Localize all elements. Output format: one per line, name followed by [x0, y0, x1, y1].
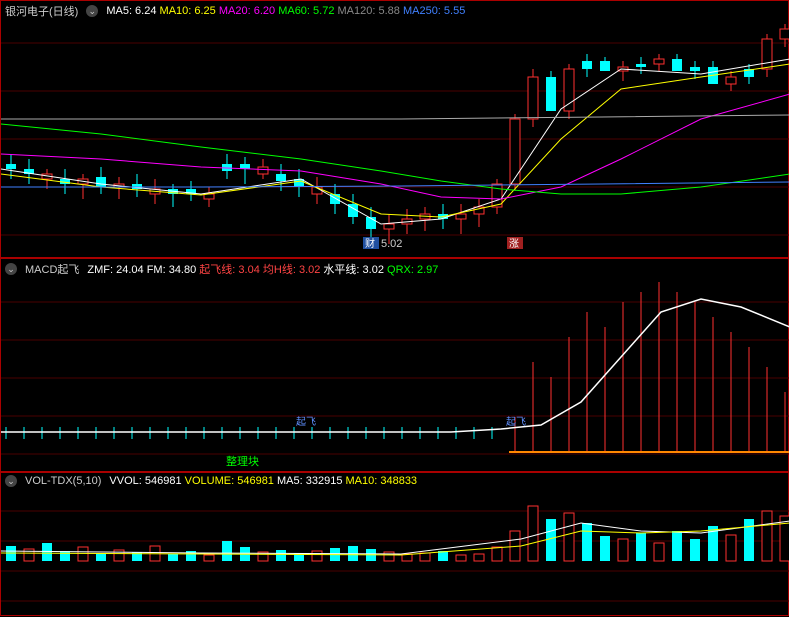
vol-label: VVOL: 546981 — [109, 475, 181, 487]
ma-label: MA20: 6.20 — [219, 5, 275, 17]
macd-chart-area[interactable]: 整理块 起飞 起飞 — [1, 277, 788, 471]
volume-header: ⌄ VOL-TDX(5,10) VVOL: 546981 VOLUME: 546… — [1, 473, 788, 489]
svg-text:财: 财 — [365, 237, 375, 250]
stock-title: 银河电子(日线) — [5, 3, 78, 19]
dropdown-icon[interactable]: ⌄ — [86, 5, 98, 17]
ma-label: MA60: 5.72 — [278, 5, 334, 17]
ma-label: MA10: 6.25 — [160, 5, 216, 17]
macd-label: 水平线: 3.02 — [323, 264, 384, 276]
volume-panel: ⌄ VOL-TDX(5,10) VVOL: 546981 VOLUME: 546… — [0, 472, 789, 616]
ma-label: MA5: 6.24 — [106, 5, 156, 17]
vol-title: VOL-TDX(5,10) — [25, 475, 101, 487]
dropdown-icon[interactable]: ⌄ — [5, 263, 17, 275]
vol-label: MA5: 332915 — [277, 475, 342, 487]
volume-chart-area[interactable] — [1, 491, 788, 615]
macd-label: QRX: 2.97 — [387, 264, 438, 276]
svg-text:起飞: 起飞 — [296, 416, 316, 428]
macd-panel: ⌄ MACD起飞 ZMF: 24.04 FM: 34.80 起飞线: 3.04 … — [0, 258, 789, 472]
svg-text:5.02: 5.02 — [381, 238, 402, 250]
vol-label: VOLUME: 546981 — [185, 475, 274, 487]
vol-label: MA10: 348833 — [346, 475, 418, 487]
ma-label: MA250: 5.55 — [403, 5, 465, 17]
macd-title: MACD起飞 — [25, 261, 79, 277]
svg-text:涨: 涨 — [509, 238, 519, 250]
macd-label: ZMF: 24.04 — [87, 264, 143, 276]
svg-text:起飞: 起飞 — [506, 416, 526, 428]
macd-header: ⌄ MACD起飞 ZMF: 24.04 FM: 34.80 起飞线: 3.04 … — [1, 259, 788, 279]
dropdown-icon[interactable]: ⌄ — [5, 475, 17, 487]
main-chart-header: 银河电子(日线) ⌄ MA5: 6.24 MA10: 6.25 MA20: 6.… — [1, 1, 788, 21]
main-chart-panel: 银河电子(日线) ⌄ MA5: 6.24 MA10: 6.25 MA20: 6.… — [0, 0, 789, 258]
macd-label: 起飞线: 3.04 — [199, 264, 260, 276]
macd-label: 均H线: 3.02 — [263, 264, 320, 276]
macd-label: FM: 34.80 — [147, 264, 197, 276]
main-chart-area[interactable]: 财 5.02 涨 — [1, 19, 788, 257]
svg-text:整理块: 整理块 — [226, 454, 259, 468]
ma-label: MA120: 5.88 — [338, 5, 400, 17]
